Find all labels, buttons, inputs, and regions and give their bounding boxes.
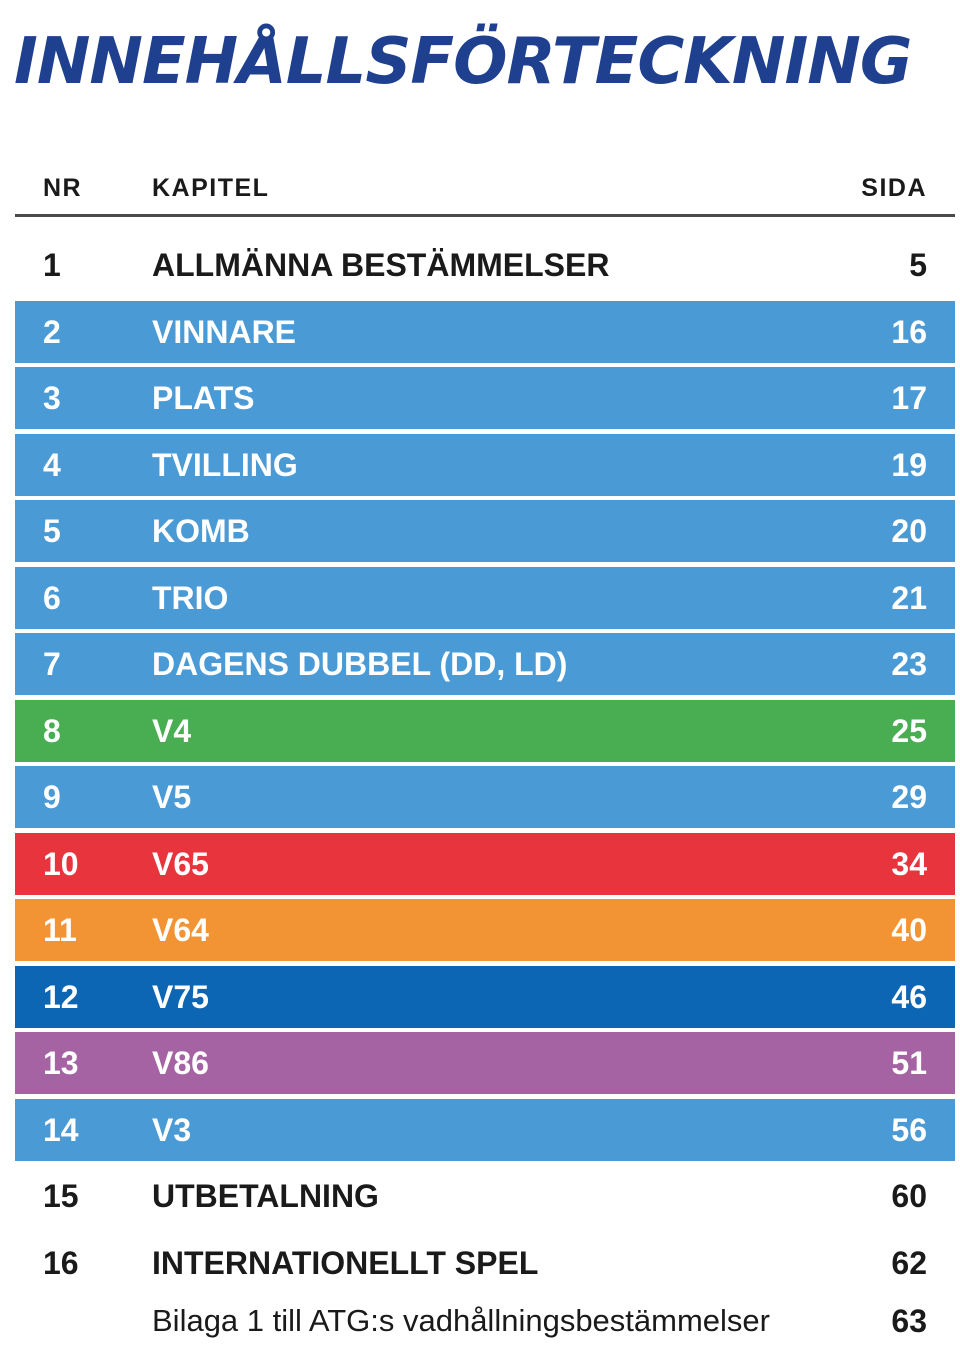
chapter-number: 6 bbox=[43, 579, 61, 616]
toc-row-3[interactable]: 3 PLATS 17 bbox=[15, 367, 955, 429]
toc-row-appendix[interactable]: Bilaga 1 till ATG:s vadhållningsbestämme… bbox=[15, 1298, 955, 1346]
toc-row-12[interactable]: 12 V75 46 bbox=[15, 965, 955, 1028]
page-number: 46 bbox=[891, 978, 927, 1015]
page-number: 51 bbox=[891, 1045, 927, 1081]
chapter-title: KOMB bbox=[152, 513, 250, 549]
chapter-title: PLATS bbox=[152, 380, 255, 416]
chapter-number: 10 bbox=[43, 845, 79, 882]
page-number: 56 bbox=[891, 1111, 927, 1148]
toc-row-14[interactable]: 14 V3 56 bbox=[15, 1098, 955, 1161]
chapter-title: DAGENS DUBBEL (DD, LD) bbox=[152, 646, 568, 682]
page-number: 16 bbox=[891, 313, 927, 350]
page-number: 62 bbox=[891, 1244, 927, 1281]
chapter-title: V64 bbox=[152, 912, 209, 948]
chapter-title: TRIO bbox=[152, 579, 229, 616]
table-header: NR KAPITEL SIDA bbox=[15, 160, 955, 217]
chapter-number: 9 bbox=[43, 779, 61, 815]
toc-row-6[interactable]: 6 TRIO 21 bbox=[15, 566, 955, 629]
chapter-title: INTERNATIONELLT SPEL bbox=[152, 1244, 539, 1281]
chapter-title: V4 bbox=[152, 712, 192, 749]
column-header-sida: SIDA bbox=[861, 174, 927, 202]
chapter-number: 15 bbox=[43, 1178, 79, 1214]
page-number: 29 bbox=[891, 779, 927, 815]
chapter-title: V5 bbox=[152, 779, 192, 815]
chapter-title: V86 bbox=[152, 1045, 209, 1081]
page-number: 5 bbox=[909, 247, 927, 283]
page-number: 60 bbox=[891, 1178, 927, 1214]
toc-row-9[interactable]: 9 V5 29 bbox=[15, 766, 955, 828]
toc-row-13[interactable]: 13 V86 51 bbox=[15, 1032, 955, 1094]
page-number: 40 bbox=[891, 912, 927, 948]
chapter-number: 16 bbox=[43, 1244, 79, 1281]
chapter-title: VINNARE bbox=[152, 313, 297, 350]
page-number: 63 bbox=[891, 1303, 927, 1339]
column-header-kapitel: KAPITEL bbox=[152, 174, 270, 202]
page-title: INNEHÅLLSFÖRTECKNING bbox=[14, 25, 912, 99]
chapter-title: UTBETALNING bbox=[152, 1178, 379, 1214]
toc-row-1[interactable]: 1 ALLMÄNNA BESTÄMMELSER 5 bbox=[15, 234, 955, 296]
page-number: 23 bbox=[891, 646, 927, 682]
chapter-number: 1 bbox=[43, 247, 61, 283]
page-number: 21 bbox=[891, 579, 927, 616]
chapter-number: 12 bbox=[43, 978, 79, 1015]
appendix-title: Bilaga 1 till ATG:s vadhållningsbestämme… bbox=[152, 1303, 770, 1338]
toc-row-16[interactable]: 16 INTERNATIONELLT SPEL 62 bbox=[15, 1232, 955, 1294]
toc-row-4[interactable]: 4 TVILLING 19 bbox=[15, 433, 955, 496]
page-number: 34 bbox=[891, 845, 927, 882]
page-number: 17 bbox=[891, 380, 927, 416]
column-header-nr: NR bbox=[43, 174, 83, 202]
toc-row-11[interactable]: 11 V64 40 bbox=[15, 899, 955, 961]
chapter-number: 14 bbox=[43, 1111, 79, 1148]
toc-row-8[interactable]: 8 V4 25 bbox=[15, 699, 955, 762]
page-number: 19 bbox=[891, 446, 927, 483]
chapter-number: 8 bbox=[43, 712, 61, 749]
toc-row-2[interactable]: 2 VINNARE 16 bbox=[15, 300, 955, 363]
chapter-title: TVILLING bbox=[152, 446, 298, 483]
chapter-number: 3 bbox=[43, 380, 61, 416]
chapter-number: 2 bbox=[43, 313, 61, 350]
toc-row-7[interactable]: 7 DAGENS DUBBEL (DD, LD) 23 bbox=[15, 633, 955, 695]
chapter-title: V65 bbox=[152, 845, 209, 882]
toc-row-10[interactable]: 10 V65 34 bbox=[15, 832, 955, 895]
chapter-number: 5 bbox=[43, 513, 61, 549]
chapter-title: V75 bbox=[152, 978, 209, 1015]
chapter-number: 13 bbox=[43, 1045, 79, 1081]
toc-row-15[interactable]: 15 UTBETALNING 60 bbox=[15, 1165, 955, 1227]
chapter-number: 7 bbox=[43, 646, 61, 682]
chapter-number: 4 bbox=[43, 446, 61, 483]
page-number: 20 bbox=[891, 513, 927, 549]
chapter-number: 11 bbox=[43, 912, 77, 948]
table-of-contents: NR KAPITEL SIDA 1 ALLMÄNNA BESTÄMMELSER … bbox=[15, 160, 955, 1346]
chapter-title: V3 bbox=[152, 1111, 192, 1148]
toc-row-5[interactable]: 5 KOMB 20 bbox=[15, 500, 955, 562]
page-number: 25 bbox=[891, 712, 927, 749]
chapter-title: ALLMÄNNA BESTÄMMELSER bbox=[152, 247, 610, 283]
